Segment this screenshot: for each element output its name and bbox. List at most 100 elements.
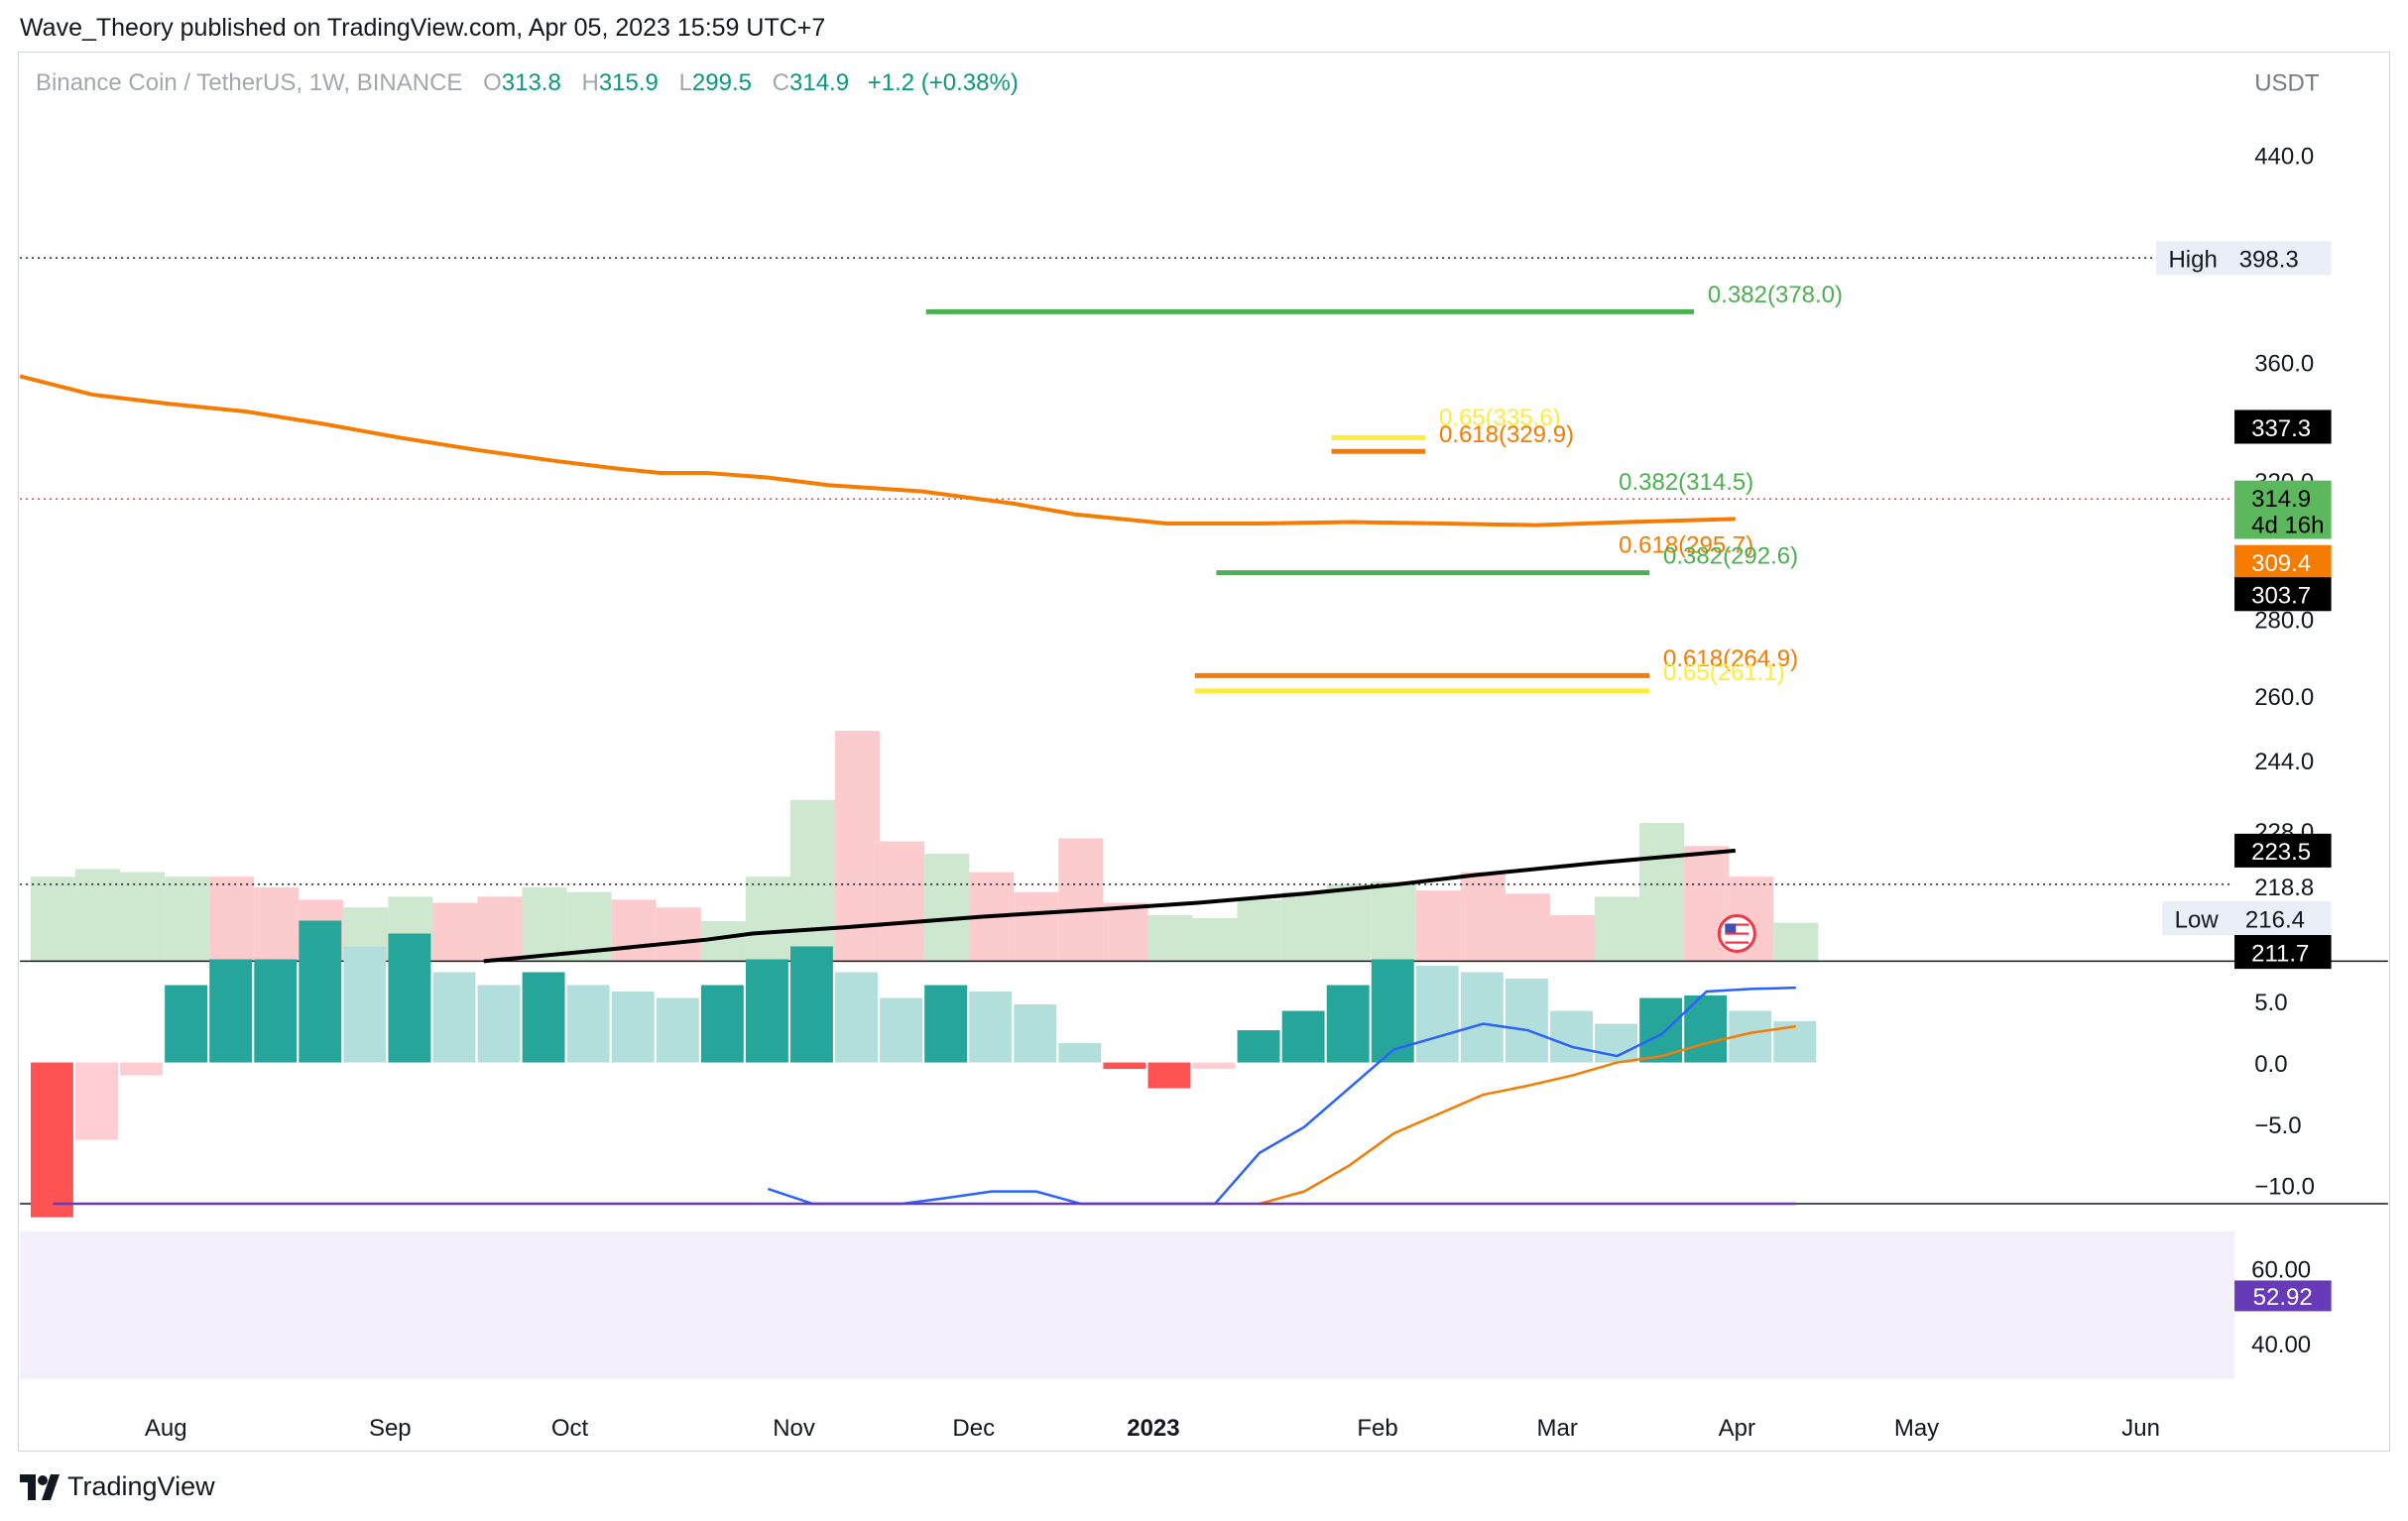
price-tag: 223.5: [2251, 839, 2311, 866]
flag-stripe: [1725, 927, 1749, 931]
fib-label: 0.618(264.9): [1663, 645, 1798, 672]
time-label: Feb: [1357, 1415, 1397, 1442]
macd-tick: −5.0: [2254, 1112, 2301, 1139]
fibonacci-lines: 0.382(378.0) 0.65(335.6)0.618(329.9) 0.382…: [925, 282, 1843, 694]
price-tag: 303.7: [2251, 583, 2311, 610]
macd-histogram-bar: [120, 1062, 163, 1076]
low-value: 216.4: [2245, 906, 2305, 933]
macd-histogram-bar: [835, 972, 878, 1063]
macd-histogram-bar: [1550, 1010, 1593, 1063]
price-tag: 314.9: [2251, 486, 2311, 513]
volume-bar: [1460, 872, 1505, 962]
volume-bar: [1014, 891, 1059, 962]
flag-stripe: [1725, 936, 1749, 940]
volume-bar: [745, 877, 790, 962]
macd-histogram-bar: [432, 972, 476, 1063]
volume-bar: [1371, 880, 1416, 962]
chart-frame: [18, 52, 2390, 1452]
volume-bar: [1773, 922, 1819, 962]
fib-label: 0.382(378.0): [1708, 282, 1843, 308]
price-tag-bg: [2234, 410, 2332, 444]
macd-histogram-bar: [1460, 972, 1504, 1063]
flag-canton: [1725, 923, 1737, 933]
macd-histogram-bar: [1505, 979, 1548, 1063]
macd-histogram-bar: [790, 946, 833, 1063]
macd-histogram-bar: [1371, 959, 1414, 1063]
macd-histogram-bar: [165, 985, 208, 1063]
price-axis: USDT440.0360.0320.0280.0260.0244.0228.02…: [2156, 69, 2332, 1358]
low-value: 299.5: [691, 69, 752, 96]
low-label-bg: [2162, 900, 2332, 936]
price-tag-bg: [2234, 833, 2332, 868]
fib-label: 0.618(329.9): [1439, 421, 1574, 448]
time-label: 2023: [1127, 1415, 1179, 1442]
high-label: H: [581, 69, 599, 96]
currency-label: USDT: [2254, 69, 2320, 96]
volume-bar: [1237, 899, 1282, 962]
macd-pane: [30, 920, 1817, 1218]
macd-histogram-bar: [1281, 1010, 1325, 1063]
volume-bar: [1326, 883, 1372, 962]
price-tag-bg: [2234, 544, 2332, 579]
macd-histogram-bar: [254, 959, 298, 1063]
ema-line: [19, 374, 1736, 527]
fib-label: 0.382(314.5): [1619, 469, 1753, 496]
grid-lines: [20, 257, 2388, 1379]
time-label: Sep: [369, 1415, 412, 1442]
macd-histogram-bar: [700, 985, 744, 1063]
fib-label: 0.65(261.1): [1663, 659, 1785, 686]
macd-histogram-bar: [1326, 985, 1370, 1063]
price-tag: 309.4: [2251, 550, 2311, 577]
volume-bar: [924, 853, 970, 962]
publish-line: Wave_Theory published on TradingView.com…: [20, 14, 826, 42]
volume-bar: [789, 799, 835, 962]
volume-bar: [522, 887, 567, 962]
macd-histogram-bar: [1237, 1030, 1280, 1063]
macd-histogram-bar: [477, 985, 521, 1063]
macd-histogram-bar: [969, 992, 1013, 1063]
volume-bar: [1415, 890, 1461, 962]
volume-bar: [1147, 914, 1193, 962]
price-tag-bg: [2234, 935, 2332, 970]
macd-histogram-bar: [299, 920, 342, 1063]
volume-bar: [1639, 822, 1685, 962]
time-axis: Aug Sep Oct Nov Dec 2023 Feb Mar Apr May Jun: [145, 1415, 2160, 1442]
fib-label: 0.382(292.6): [1663, 542, 1798, 569]
tradingview-mark-icon: [20, 1473, 60, 1500]
macd-histogram-bar: [656, 997, 699, 1063]
price-tag-bg: [2234, 480, 2332, 539]
flag-stripe: [1725, 932, 1749, 935]
rsi-value: 52.92: [2253, 1284, 2313, 1311]
price-tick: 244.0: [2254, 749, 2314, 775]
close-label: C: [772, 69, 789, 96]
macd-histogram-bar: [1415, 966, 1459, 1063]
price-tick: 360.0: [2254, 351, 2314, 378]
macd-histogram-bar: [924, 985, 968, 1063]
macd-histogram-bar: [880, 997, 923, 1063]
sma-line: [483, 848, 1736, 964]
macd-histogram-bar: [611, 992, 655, 1063]
macd-tick: 0.0: [2254, 1051, 2287, 1078]
price-tag: 337.3: [2251, 415, 2311, 442]
brand-label: TradingView: [67, 1471, 215, 1501]
rsi-tick: 40.00: [2251, 1332, 2311, 1358]
fib-label: 0.618(295.7): [1619, 531, 1753, 558]
time-label: Jun: [2121, 1415, 2160, 1442]
time-label: Dec: [952, 1415, 995, 1442]
volume-bar: [120, 872, 166, 962]
symbol-name: Binance Coin / TetherUS, 1W, BINANCE: [36, 69, 463, 96]
macd-histogram-bar: [30, 1062, 73, 1218]
open-value: 313.8: [501, 69, 561, 96]
price-tag-bg: [2234, 577, 2332, 612]
volume-bar: [30, 877, 75, 962]
rsi-band: [20, 1230, 2235, 1379]
macd-tick: 5.0: [2254, 990, 2287, 1016]
volume-bar: [432, 902, 478, 962]
volume-bar: [254, 887, 300, 962]
macd-histogram-bar: [209, 959, 253, 1063]
high-label: High: [2168, 246, 2217, 273]
macd-histogram-bar: [1147, 1062, 1191, 1089]
tradingview-logo[interactable]: TradingView: [20, 1471, 215, 1502]
high-value: 315.9: [598, 69, 659, 96]
